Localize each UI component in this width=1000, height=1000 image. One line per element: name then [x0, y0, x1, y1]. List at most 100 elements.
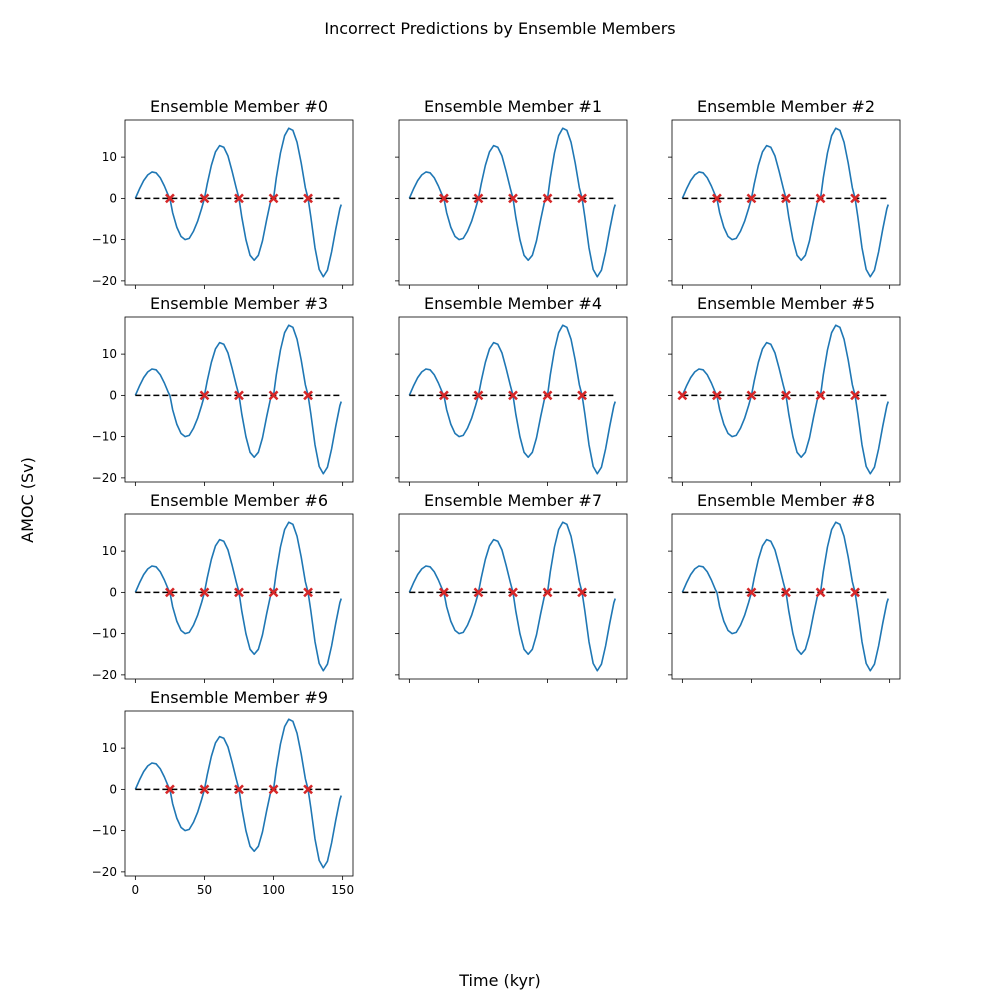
incorrect-prediction-marker [542, 193, 553, 204]
subplot-title: Ensemble Member #8 [697, 491, 875, 510]
incorrect-prediction-marker [303, 390, 314, 401]
y-tick-label: −10 [92, 824, 117, 838]
incorrect-prediction-marker [577, 193, 588, 204]
incorrect-prediction-marker [268, 390, 279, 401]
subplot-1: Ensemble Member #1 [395, 97, 628, 289]
subplot-0: Ensemble Member #0 −20 −10 0 10 [92, 97, 354, 289]
y-tick-label: 0 [109, 191, 117, 205]
incorrect-prediction-marker [746, 193, 757, 204]
y-axis-label: AMOC (Sv) [18, 457, 37, 543]
amoc-series-line [134, 324, 343, 475]
incorrect-prediction-marker [234, 390, 244, 401]
incorrect-prediction-marker [508, 193, 518, 204]
incorrect-prediction-marker [268, 193, 279, 204]
incorrect-prediction-marker [438, 587, 449, 598]
subplot-title: Ensemble Member #6 [150, 491, 328, 510]
subplot-title: Ensemble Member #9 [150, 688, 328, 707]
y-tick-label: −10 [92, 430, 117, 444]
incorrect-prediction-marker [850, 390, 861, 401]
incorrect-prediction-marker [438, 390, 449, 401]
subplot-title: Ensemble Member #2 [697, 97, 875, 116]
incorrect-prediction-marker [303, 784, 314, 795]
subplot-6: Ensemble Member #6 −20 −10 0 10 [92, 491, 354, 683]
incorrect-prediction-marker [268, 587, 279, 598]
incorrect-prediction-marker [303, 193, 314, 204]
incorrect-prediction-marker [815, 587, 826, 598]
axes-frame [671, 119, 901, 286]
x-tick-label: 0 [132, 883, 140, 897]
incorrect-prediction-marker [234, 193, 244, 204]
subplot-3: Ensemble Member #3 −20 −10 0 10 [92, 294, 354, 486]
incorrect-prediction-marker [781, 587, 791, 598]
y-tick-label: −20 [92, 865, 117, 879]
incorrect-prediction-marker [781, 390, 791, 401]
axes-frame [124, 316, 354, 483]
y-tick-label: 0 [109, 782, 117, 796]
subplot-title: Ensemble Member #7 [424, 491, 602, 510]
y-tick-label: −10 [92, 233, 117, 247]
incorrect-prediction-marker [473, 390, 484, 401]
incorrect-prediction-marker [711, 390, 722, 401]
incorrect-prediction-marker [199, 784, 210, 795]
y-tick-label: −20 [92, 274, 117, 288]
x-tick-label: 100 [262, 883, 285, 897]
incorrect-prediction-marker [508, 587, 518, 598]
axes-frame [398, 119, 628, 286]
incorrect-prediction-marker [542, 390, 553, 401]
y-tick-label: 10 [102, 544, 117, 558]
subplot-5: Ensemble Member #5 [668, 294, 901, 486]
subplot-4: Ensemble Member #4 [395, 294, 628, 486]
incorrect-prediction-marker [577, 587, 588, 598]
incorrect-prediction-marker [199, 587, 210, 598]
axes-frame [671, 316, 901, 483]
incorrect-prediction-marker [268, 784, 279, 795]
incorrect-prediction-marker [199, 193, 210, 204]
y-tick-label: 10 [102, 150, 117, 164]
incorrect-prediction-marker [473, 587, 484, 598]
y-tick-label: 0 [109, 388, 117, 402]
y-tick-label: 0 [109, 585, 117, 599]
axes-frame [671, 513, 901, 680]
incorrect-prediction-marker [711, 193, 722, 204]
incorrect-prediction-marker [199, 390, 210, 401]
axes-frame [124, 710, 354, 877]
axes-frame [398, 513, 628, 680]
subplot-7: Ensemble Member #7 [395, 491, 628, 683]
incorrect-prediction-marker [850, 587, 861, 598]
subplot-title: Ensemble Member #3 [150, 294, 328, 313]
incorrect-prediction-marker [234, 587, 244, 598]
subplot-title: Ensemble Member #4 [424, 294, 602, 313]
incorrect-prediction-marker [677, 390, 688, 401]
incorrect-prediction-marker [850, 193, 861, 204]
x-tick-label: 150 [331, 883, 354, 897]
incorrect-prediction-marker [746, 390, 757, 401]
incorrect-prediction-marker [746, 587, 757, 598]
incorrect-prediction-marker [164, 587, 175, 598]
incorrect-prediction-marker [164, 193, 175, 204]
x-axis-label: Time (kyr) [458, 971, 540, 990]
y-tick-label: −20 [92, 668, 117, 682]
subplot-2: Ensemble Member #2 [668, 97, 901, 289]
subplot-title: Ensemble Member #1 [424, 97, 602, 116]
incorrect-prediction-marker [303, 587, 314, 598]
axes-frame [398, 316, 628, 483]
y-tick-label: −10 [92, 627, 117, 641]
incorrect-prediction-marker [781, 193, 791, 204]
incorrect-prediction-marker [473, 193, 484, 204]
axes-frame [124, 513, 354, 680]
axes-frame [124, 119, 354, 286]
incorrect-prediction-marker [164, 784, 175, 795]
incorrect-prediction-marker [577, 390, 588, 401]
figure-title: Incorrect Predictions by Ensemble Member… [324, 19, 675, 38]
incorrect-prediction-marker [815, 193, 826, 204]
incorrect-prediction-marker [542, 587, 553, 598]
incorrect-prediction-marker [438, 193, 449, 204]
incorrect-prediction-marker [815, 390, 826, 401]
y-tick-label: 10 [102, 347, 117, 361]
amoc-series-line [681, 521, 890, 672]
incorrect-prediction-marker [234, 784, 244, 795]
subplot-title: Ensemble Member #0 [150, 97, 328, 116]
